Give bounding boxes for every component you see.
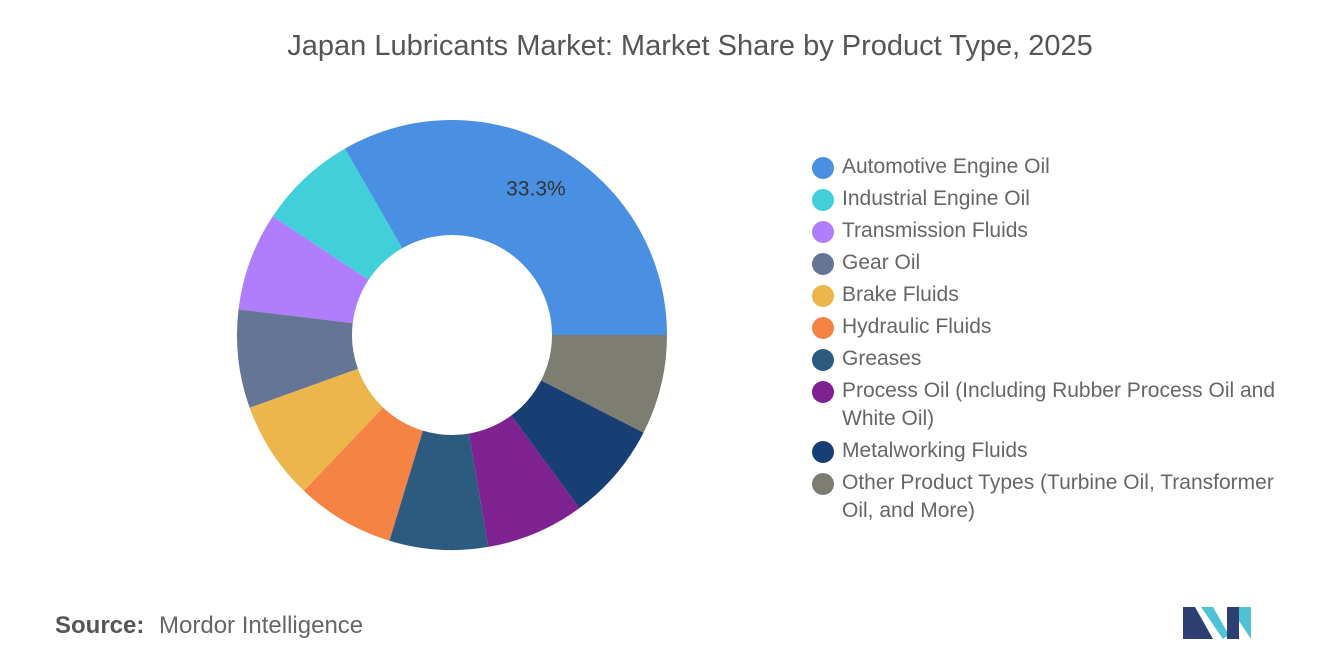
legend-swatch-5	[812, 317, 834, 339]
legend-item-9: Other Product Types (Turbine Oil, Transf…	[812, 469, 1282, 525]
legend-swatch-9	[812, 473, 834, 495]
legend-item-7: Process Oil (Including Rubber Process Oi…	[812, 377, 1282, 433]
slice-2	[238, 216, 369, 324]
legend-label-3: Gear Oil	[842, 251, 921, 274]
legend-item-8: Metalworking Fluids	[812, 437, 1282, 465]
legend-label-7: Process Oil (Including Rubber Process Oi…	[842, 379, 1276, 430]
legend-label-1: Industrial Engine Oil	[842, 187, 1030, 210]
legend-label-0: Automotive Engine Oil	[842, 155, 1050, 178]
legend-item-4: Brake Fluids	[812, 281, 1282, 309]
legend-item-2: Transmission Fluids	[812, 217, 1282, 245]
slice-1	[272, 148, 403, 280]
legend-swatch-6	[812, 349, 834, 371]
slice-9	[541, 335, 667, 433]
legend-item-0: Automotive Engine Oil	[812, 153, 1282, 181]
slice-7	[468, 415, 580, 547]
legend-label-5: Hydraulic Fluids	[842, 315, 992, 338]
legend-label-2: Transmission Fluids	[842, 219, 1028, 242]
slice-3	[237, 309, 358, 408]
source-label: Source:	[55, 612, 145, 639]
logo-middle-stroke	[1201, 607, 1229, 639]
slice-0	[344, 120, 667, 335]
legend-swatch-7	[812, 381, 834, 403]
legend-swatch-4	[812, 285, 834, 307]
source-value: Mordor Intelligence	[159, 612, 364, 639]
mordor-intelligence-logo	[1183, 607, 1251, 639]
legend-swatch-1	[812, 189, 834, 211]
slice-label-0: 33.3%	[506, 178, 566, 201]
logo-left-stroke	[1183, 607, 1213, 639]
legend-label-8: Metalworking Fluids	[842, 439, 1028, 462]
slice-4	[249, 368, 384, 491]
legend-item-6: Greases	[812, 345, 1282, 373]
slice-6	[389, 430, 489, 551]
legend-swatch-8	[812, 441, 834, 463]
legend-label-4: Brake Fluids	[842, 283, 959, 306]
logo-right-stroke	[1227, 607, 1239, 639]
legend-swatch-3	[812, 253, 834, 275]
source-note: Source: Mordor Intelligence	[55, 612, 363, 640]
legend-swatch-2	[812, 221, 834, 243]
slice-5	[303, 407, 423, 541]
slice-8	[511, 380, 644, 509]
legend-item-5: Hydraulic Fluids	[812, 313, 1282, 341]
logo-right-accent	[1239, 607, 1251, 639]
chart-title: Japan Lubricants Market: Market Share by…	[287, 30, 1093, 62]
legend-label-6: Greases	[842, 347, 922, 370]
legend: Automotive Engine Oil Industrial Engine O…	[812, 153, 1282, 529]
legend-swatch-0	[812, 157, 834, 179]
legend-label-9: Other Product Types (Turbine Oil, Transf…	[842, 471, 1274, 522]
legend-item-1: Industrial Engine Oil	[812, 185, 1282, 213]
legend-item-3: Gear Oil	[812, 249, 1282, 277]
